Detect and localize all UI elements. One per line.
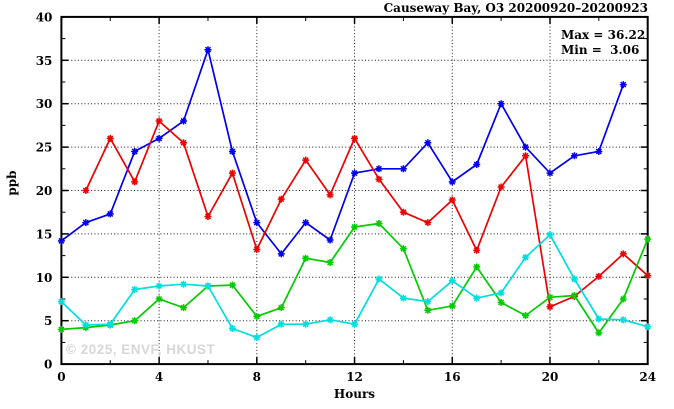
x-tick-label: 8 — [253, 370, 261, 384]
series-blue-markers — [57, 46, 627, 258]
series-red-line — [85, 120, 649, 308]
y-tick-label: 25 — [36, 141, 53, 155]
y-tick-label: 20 — [36, 184, 53, 198]
x-axis-label: Hours — [333, 387, 376, 401]
x-tick-label: 16 — [444, 370, 461, 384]
chart-title: Causeway Bay, O3 20200920–20200923 — [383, 1, 648, 15]
y-tick-label: 35 — [36, 54, 53, 68]
stat-min: Min = 3.06 — [561, 43, 640, 57]
y-tick-label: 40 — [36, 10, 53, 24]
watermark: © 2025, ENVF, HKUST — [66, 342, 216, 357]
series-blue-line — [60, 48, 625, 255]
x-tick-label: 24 — [639, 370, 656, 384]
y-tick-label: 5 — [44, 314, 52, 328]
x-tick-label: 20 — [542, 370, 559, 384]
y-tick-label: 30 — [36, 97, 53, 111]
x-tick-label: 4 — [155, 370, 163, 384]
series-cyan-markers — [57, 231, 652, 342]
y-tick-label: 15 — [36, 227, 53, 241]
stats-block: Max = 36.22 Min = 3.06 — [561, 28, 645, 58]
x-tick-label: 0 — [57, 370, 65, 384]
y-axis-label: ppb — [5, 170, 19, 196]
y-tick-label: 10 — [36, 271, 53, 285]
series-red-markers — [82, 117, 652, 311]
stat-max: Max = 36.22 — [561, 28, 646, 42]
x-tick-label: 12 — [346, 370, 363, 384]
y-tick-label: 0 — [44, 358, 52, 372]
